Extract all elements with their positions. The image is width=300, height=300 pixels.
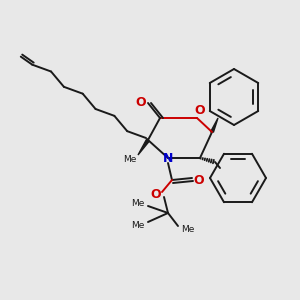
Polygon shape xyxy=(211,118,218,132)
Text: Me: Me xyxy=(123,155,137,164)
Text: Me: Me xyxy=(131,220,145,230)
Text: N: N xyxy=(163,152,173,164)
Polygon shape xyxy=(138,139,149,155)
Text: Me: Me xyxy=(181,224,195,233)
Text: O: O xyxy=(195,104,205,118)
Text: O: O xyxy=(151,188,161,202)
Text: Me: Me xyxy=(131,199,145,208)
Text: O: O xyxy=(136,97,146,110)
Text: O: O xyxy=(194,173,204,187)
